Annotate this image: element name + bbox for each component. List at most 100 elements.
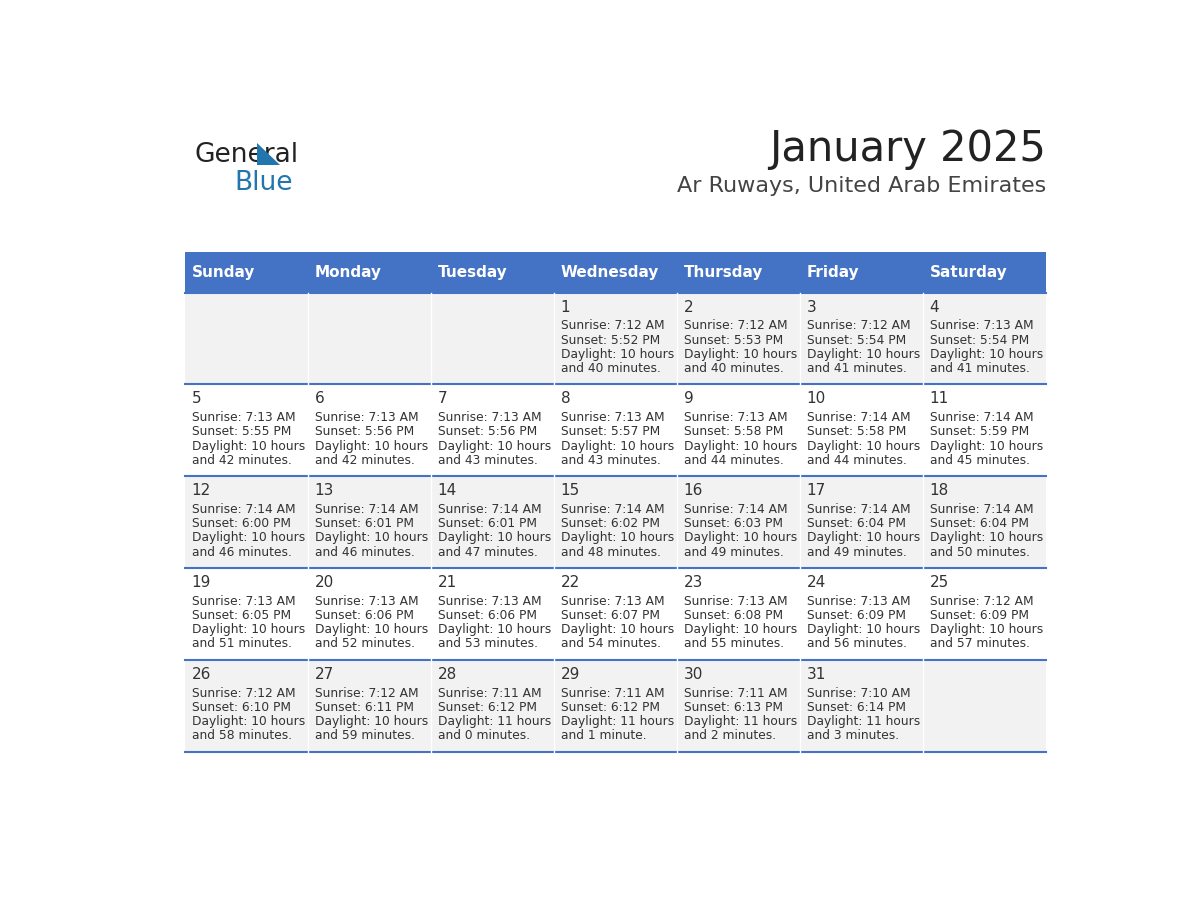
Text: Thursday: Thursday: [683, 264, 763, 279]
Text: Daylight: 10 hours: Daylight: 10 hours: [315, 715, 428, 728]
Text: Daylight: 10 hours: Daylight: 10 hours: [930, 348, 1043, 361]
Text: 28: 28: [437, 667, 457, 682]
Text: Sunset: 5:55 PM: Sunset: 5:55 PM: [191, 425, 291, 439]
Text: Sunrise: 7:14 AM: Sunrise: 7:14 AM: [683, 503, 788, 516]
Text: January 2025: January 2025: [770, 128, 1047, 170]
Text: 3: 3: [807, 299, 816, 315]
Text: and 50 minutes.: and 50 minutes.: [930, 545, 1030, 558]
Text: and 2 minutes.: and 2 minutes.: [683, 730, 776, 743]
FancyBboxPatch shape: [185, 252, 1047, 293]
Text: Daylight: 10 hours: Daylight: 10 hours: [315, 623, 428, 636]
Text: and 55 minutes.: and 55 minutes.: [683, 637, 784, 651]
Text: 30: 30: [683, 667, 703, 682]
Text: Sunset: 5:59 PM: Sunset: 5:59 PM: [930, 425, 1029, 439]
Text: and 46 minutes.: and 46 minutes.: [315, 545, 415, 558]
Text: 9: 9: [683, 391, 694, 407]
Text: Sunrise: 7:13 AM: Sunrise: 7:13 AM: [561, 595, 664, 608]
Text: and 56 minutes.: and 56 minutes.: [807, 637, 906, 651]
Text: Daylight: 10 hours: Daylight: 10 hours: [683, 440, 797, 453]
Text: and 53 minutes.: and 53 minutes.: [437, 637, 538, 651]
Text: 8: 8: [561, 391, 570, 407]
Text: 15: 15: [561, 484, 580, 498]
Text: Sunrise: 7:13 AM: Sunrise: 7:13 AM: [315, 411, 418, 424]
Text: and 40 minutes.: and 40 minutes.: [683, 362, 784, 375]
Text: Sunset: 6:12 PM: Sunset: 6:12 PM: [437, 701, 537, 714]
Text: 25: 25: [930, 576, 949, 590]
Polygon shape: [257, 143, 280, 165]
Text: Daylight: 10 hours: Daylight: 10 hours: [191, 623, 305, 636]
Text: and 52 minutes.: and 52 minutes.: [315, 637, 415, 651]
Text: 14: 14: [437, 484, 457, 498]
Text: and 44 minutes.: and 44 minutes.: [683, 453, 784, 466]
Text: Sunrise: 7:14 AM: Sunrise: 7:14 AM: [561, 503, 664, 516]
Text: and 59 minutes.: and 59 minutes.: [315, 730, 415, 743]
Text: Sunset: 5:54 PM: Sunset: 5:54 PM: [930, 333, 1029, 346]
Text: Sunset: 6:08 PM: Sunset: 6:08 PM: [683, 610, 783, 622]
Text: Daylight: 10 hours: Daylight: 10 hours: [807, 623, 920, 636]
Text: Sunset: 6:05 PM: Sunset: 6:05 PM: [191, 610, 291, 622]
Text: Daylight: 10 hours: Daylight: 10 hours: [191, 715, 305, 728]
Text: Sunset: 6:01 PM: Sunset: 6:01 PM: [315, 518, 413, 531]
Text: and 46 minutes.: and 46 minutes.: [191, 545, 291, 558]
Text: Sunset: 6:06 PM: Sunset: 6:06 PM: [437, 610, 537, 622]
Text: Sunrise: 7:12 AM: Sunrise: 7:12 AM: [683, 319, 788, 332]
Text: Sunrise: 7:11 AM: Sunrise: 7:11 AM: [437, 687, 542, 700]
Text: and 42 minutes.: and 42 minutes.: [191, 453, 291, 466]
Text: Sunset: 6:09 PM: Sunset: 6:09 PM: [930, 610, 1029, 622]
Text: Sunrise: 7:13 AM: Sunrise: 7:13 AM: [561, 411, 664, 424]
Text: Sunrise: 7:14 AM: Sunrise: 7:14 AM: [191, 503, 296, 516]
Text: Daylight: 10 hours: Daylight: 10 hours: [683, 532, 797, 544]
Text: 17: 17: [807, 484, 826, 498]
Text: Sunset: 6:04 PM: Sunset: 6:04 PM: [930, 518, 1029, 531]
Text: Daylight: 10 hours: Daylight: 10 hours: [930, 532, 1043, 544]
Text: and 43 minutes.: and 43 minutes.: [437, 453, 538, 466]
Text: 27: 27: [315, 667, 334, 682]
Text: 18: 18: [930, 484, 949, 498]
Text: Sunset: 5:56 PM: Sunset: 5:56 PM: [315, 425, 413, 439]
Text: Sunrise: 7:12 AM: Sunrise: 7:12 AM: [930, 595, 1034, 608]
Text: 21: 21: [437, 576, 457, 590]
Text: and 54 minutes.: and 54 minutes.: [561, 637, 661, 651]
Text: 12: 12: [191, 484, 211, 498]
Text: Sunrise: 7:14 AM: Sunrise: 7:14 AM: [807, 411, 910, 424]
Text: Sunrise: 7:11 AM: Sunrise: 7:11 AM: [683, 687, 788, 700]
Text: Daylight: 10 hours: Daylight: 10 hours: [437, 623, 551, 636]
Text: and 49 minutes.: and 49 minutes.: [683, 545, 784, 558]
Text: 22: 22: [561, 576, 580, 590]
Text: 29: 29: [561, 667, 580, 682]
Text: 2: 2: [683, 299, 694, 315]
Text: Sunrise: 7:13 AM: Sunrise: 7:13 AM: [437, 595, 542, 608]
Text: Daylight: 11 hours: Daylight: 11 hours: [561, 715, 674, 728]
Text: Sunrise: 7:13 AM: Sunrise: 7:13 AM: [683, 411, 788, 424]
Text: Sunrise: 7:12 AM: Sunrise: 7:12 AM: [807, 319, 910, 332]
Text: Daylight: 10 hours: Daylight: 10 hours: [807, 532, 920, 544]
Text: Daylight: 10 hours: Daylight: 10 hours: [807, 348, 920, 361]
Text: and 45 minutes.: and 45 minutes.: [930, 453, 1030, 466]
Text: Sunrise: 7:14 AM: Sunrise: 7:14 AM: [930, 503, 1034, 516]
Text: and 49 minutes.: and 49 minutes.: [807, 545, 906, 558]
FancyBboxPatch shape: [185, 385, 1047, 476]
Text: Sunrise: 7:10 AM: Sunrise: 7:10 AM: [807, 687, 910, 700]
Text: Sunrise: 7:13 AM: Sunrise: 7:13 AM: [807, 595, 910, 608]
Text: Sunrise: 7:13 AM: Sunrise: 7:13 AM: [191, 411, 296, 424]
Text: Sunset: 5:57 PM: Sunset: 5:57 PM: [561, 425, 661, 439]
Text: 11: 11: [930, 391, 949, 407]
Text: Sunset: 5:54 PM: Sunset: 5:54 PM: [807, 333, 906, 346]
Text: 5: 5: [191, 391, 202, 407]
Text: Sunset: 6:14 PM: Sunset: 6:14 PM: [807, 701, 905, 714]
Text: and 0 minutes.: and 0 minutes.: [437, 730, 530, 743]
Text: 20: 20: [315, 576, 334, 590]
Text: and 57 minutes.: and 57 minutes.: [930, 637, 1030, 651]
Text: Sunset: 6:02 PM: Sunset: 6:02 PM: [561, 518, 659, 531]
Text: 24: 24: [807, 576, 826, 590]
Text: 1: 1: [561, 299, 570, 315]
Text: and 3 minutes.: and 3 minutes.: [807, 730, 899, 743]
Text: Sunset: 5:58 PM: Sunset: 5:58 PM: [683, 425, 783, 439]
Text: Daylight: 10 hours: Daylight: 10 hours: [561, 348, 674, 361]
Text: Daylight: 10 hours: Daylight: 10 hours: [437, 440, 551, 453]
Text: 31: 31: [807, 667, 826, 682]
Text: Daylight: 11 hours: Daylight: 11 hours: [437, 715, 551, 728]
Text: 19: 19: [191, 576, 211, 590]
Text: Sunset: 6:06 PM: Sunset: 6:06 PM: [315, 610, 413, 622]
Text: Sunset: 6:09 PM: Sunset: 6:09 PM: [807, 610, 905, 622]
